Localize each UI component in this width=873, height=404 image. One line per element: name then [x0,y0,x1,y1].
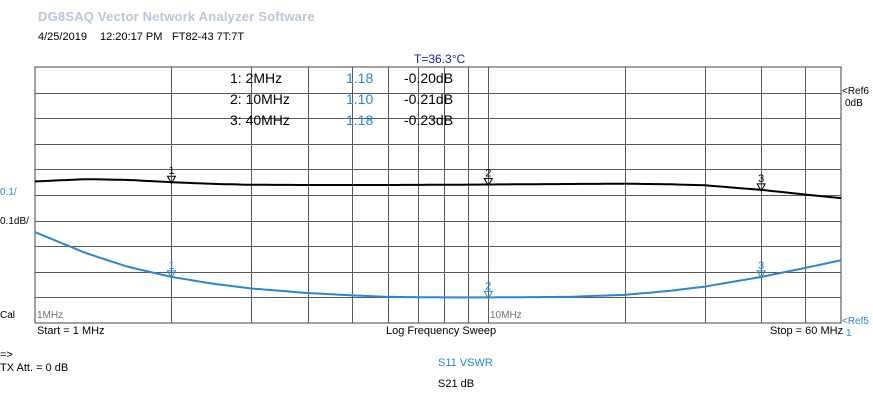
marker-2-s11: 1.10 [346,91,374,107]
ref5-label: <Ref5 [842,316,869,327]
date-label: 4/25/2019 [38,31,87,43]
trace-s21 [34,178,842,200]
cal-label: Cal [0,310,16,321]
marker-2-triangle [483,290,494,300]
trace-s21-legend[interactable]: S21 dB [438,378,475,390]
trace-s11-legend[interactable]: S11 VSWR [438,357,493,369]
marker-3-number: 3 [758,173,764,185]
ref6-label: <Ref6 [842,86,869,97]
sweep-start: Start = 1 MHz [37,325,105,337]
x-tick-1mhz: 1MHz [37,310,64,321]
marker-1-triangle [166,270,177,279]
app-title: DG8SAQ Vector Network Analyzer Software [38,9,315,24]
device-label: FT82-43 7T:7T [172,31,245,43]
sweep-mode: Log Frequency Sweep [386,325,497,337]
marker-2-s21: -0.21dB [404,91,454,107]
marker-2-number: 2 [485,168,491,180]
marker-3-triangle [756,270,767,279]
temperature-readout: T=36.3°C [414,52,466,66]
s21-scale-label: 0.1dB/ [0,216,29,227]
trace-s11 [34,231,842,299]
marker-3-number: 3 [758,260,764,272]
marker-1-name: 1: 2MHz [230,70,283,86]
s11-scale-label: 0.1/ [0,187,17,198]
marker-1-triangle [166,175,177,185]
time-label: 12:20:17 PM [100,31,163,43]
marker-1-s21: -0.20dB [404,70,454,86]
marker-3-name: 3: 40MHz [230,112,290,128]
tx-attenuation: TX Att. = 0 dB [0,362,69,374]
sweep-stop: Stop = 60 MHz [770,325,844,337]
marker-1-number: 1 [168,165,174,177]
marker-3-s21: -0.23dB [404,112,454,128]
ref5-value: 1 [846,328,852,339]
marker-1-s11: 1.18 [346,70,374,86]
x-tick-10mhz: 10MHz [490,310,522,321]
marker-3-triangle [756,183,767,192]
marker-2-name: 2: 10MHz [230,91,290,107]
marker-1-number: 1 [168,260,174,272]
ref6-unit: 0dB [845,98,863,109]
arrow-indicator: => [0,349,13,361]
marker-2-number: 2 [485,280,491,292]
marker-3-s11: 1.18 [346,112,374,128]
marker-2-triangle [483,178,494,187]
